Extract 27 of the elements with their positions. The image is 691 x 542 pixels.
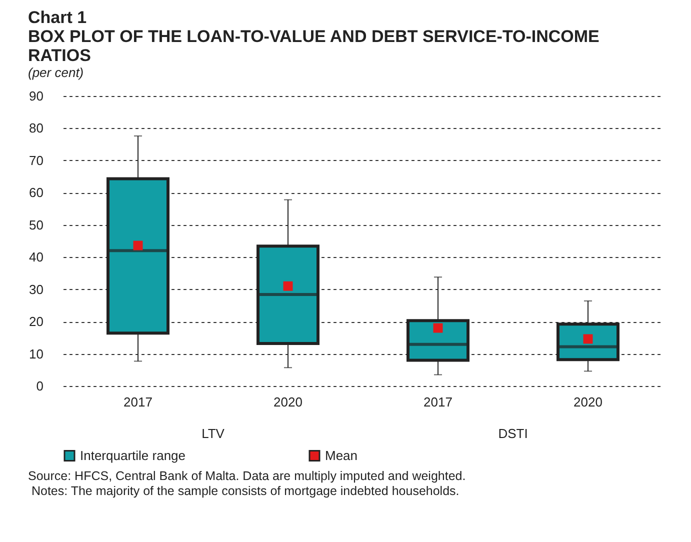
y-tick-label: 90 (29, 88, 44, 104)
y-tick-label: 80 (29, 120, 44, 136)
point (133, 240, 143, 250)
y-tick-label: 0 (36, 378, 44, 394)
point (283, 281, 293, 291)
legend-label: Mean (325, 448, 358, 463)
text: DSTI (498, 426, 528, 441)
y-tick-label: 40 (29, 250, 44, 265)
y-tick-label: 20 (29, 314, 44, 330)
point (433, 323, 443, 333)
x-tick-label: 2017 (424, 394, 452, 410)
chart-title: Chart 1 (28, 8, 88, 27)
x-tick-label: 2020 (274, 394, 302, 410)
y-tick-label: 70 (29, 152, 44, 168)
x-tick-label: 2017 (124, 394, 152, 410)
y-axis-title: (per cent) (28, 65, 85, 80)
y-tick-label: 10 (29, 346, 44, 362)
text: LTV (202, 426, 225, 441)
y-tick-label: 50 (29, 217, 44, 232)
text: Notes: The majority of the sample consists of mortgage indebted households. (30, 484, 460, 499)
x-tick-label: 2020 (574, 394, 602, 410)
source-note: Source: HFCS, Central Bank of Malta. Data are multiply imputed and weighted. (28, 469, 467, 484)
chart-subtitle: BOX PLOT OF THE LOAN-TO-VALUE AND DEBT SERVICE-TO-INCOME RATIOS (28, 27, 600, 65)
y-tick-label: 60 (29, 185, 44, 200)
legend-label: Interquartile range (80, 448, 186, 463)
y-tick-label: 30 (29, 282, 44, 297)
point (583, 334, 593, 344)
